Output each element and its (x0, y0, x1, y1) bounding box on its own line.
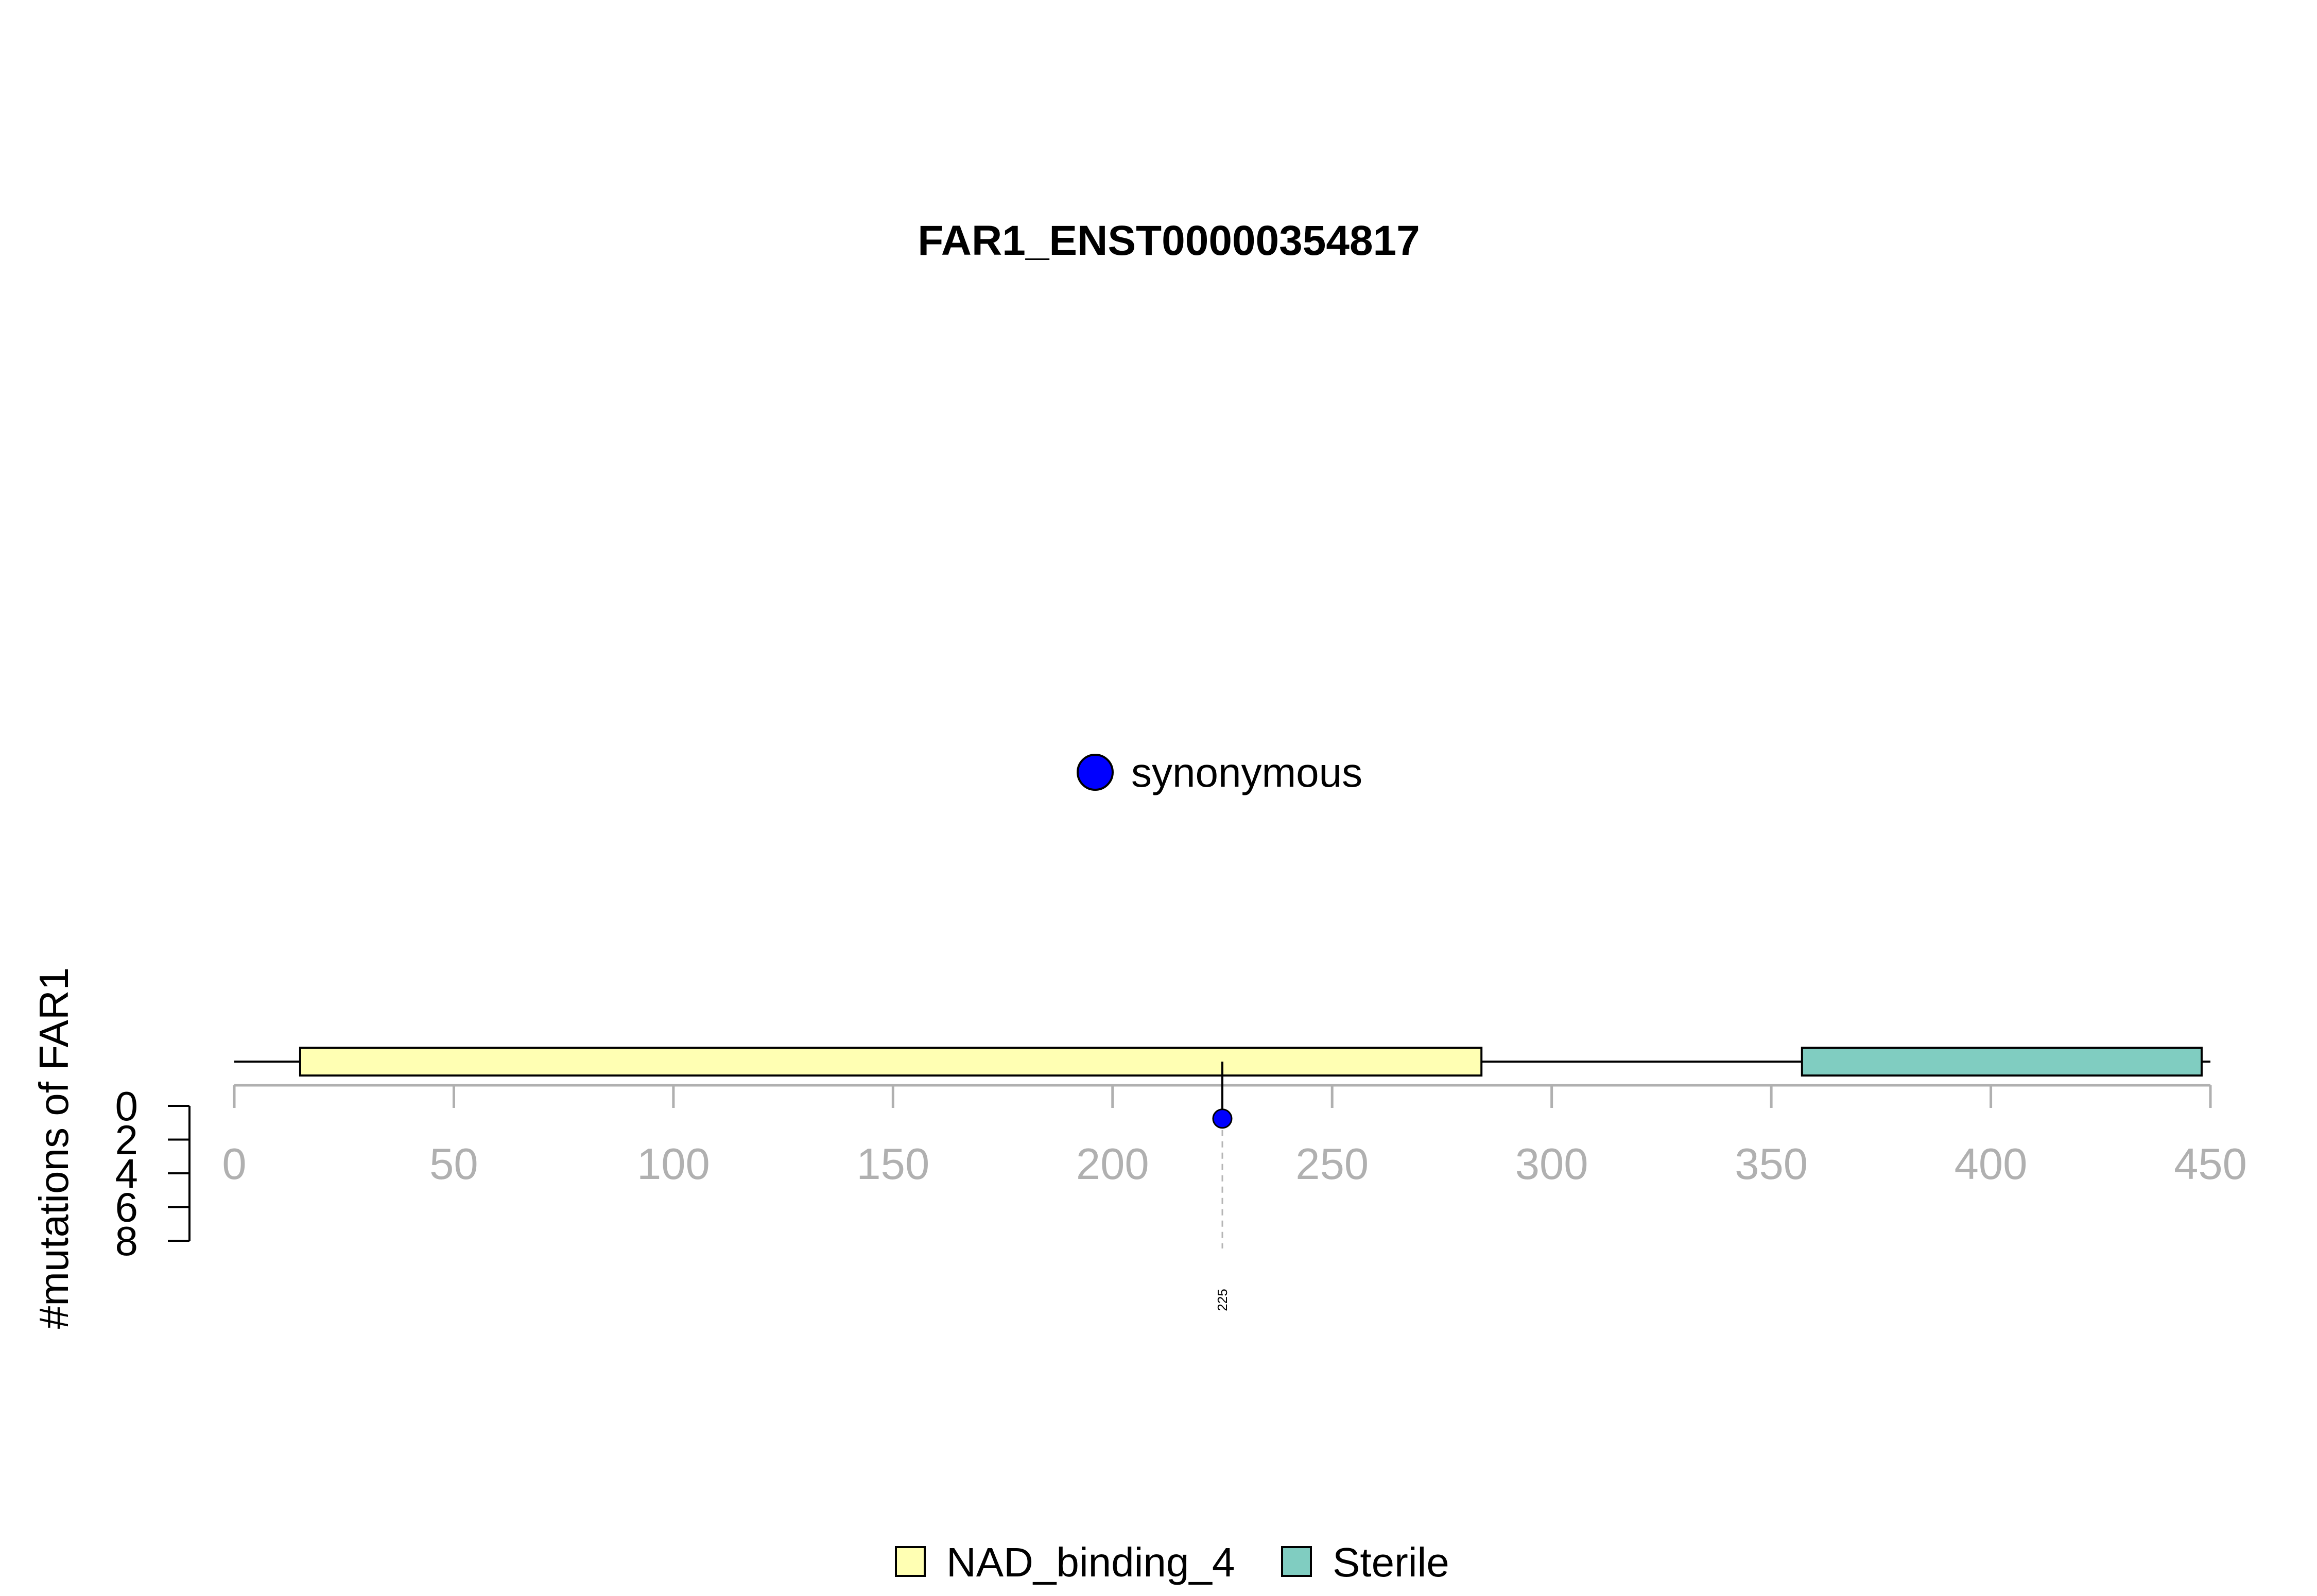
x-tick-label: 250 (1295, 1140, 1369, 1189)
mutation-position-label: 225 (1215, 1289, 1230, 1311)
y-tick-label: 2 (115, 1117, 139, 1163)
x-tick-label: 150 (856, 1140, 929, 1189)
domain-layer (299, 1047, 2203, 1077)
mutation-layer: 225 (1212, 1062, 1233, 1311)
domain-legend: NAD_binding_4 Sterile (895, 1539, 1449, 1585)
x-axis: 0 50 100 150 200 250 300 350 400 450 (222, 1084, 2247, 1189)
x-tick-label: 450 (2174, 1140, 2247, 1189)
x-tick-label: 300 (1515, 1140, 1588, 1189)
y-tick-label: 4 (115, 1151, 139, 1196)
x-tick-label: 50 (429, 1140, 478, 1189)
y-axis-label: #mutations of FAR1 (31, 967, 77, 1329)
x-tick-label: 400 (1955, 1140, 2028, 1189)
y-tick-label: 6 (115, 1185, 139, 1230)
domain-nad-binding-4 (299, 1047, 1483, 1077)
domain-legend-swatch-sterile (1281, 1546, 1312, 1577)
x-tick-label: 100 (637, 1140, 710, 1189)
mutation-point (1212, 1108, 1233, 1129)
domain-sterile (1801, 1047, 2203, 1077)
y-tick-label: 0 (115, 1083, 139, 1129)
x-tick-label: 0 (222, 1140, 246, 1189)
x-tick-label: 200 (1076, 1140, 1149, 1189)
legend-swatch-synonymous (1077, 754, 1114, 791)
chart-title: FAR1_ENST00000354817 (918, 217, 1420, 264)
domain-legend-swatch-nad-binding-4 (895, 1546, 926, 1577)
domain-legend-label-nad-binding-4: NAD_binding_4 (946, 1539, 1235, 1585)
mutation-legend: synonymous (1077, 750, 1362, 795)
domain-legend-label-sterile: Sterile (1333, 1539, 1449, 1585)
legend-label-synonymous: synonymous (1131, 750, 1362, 795)
x-tick-label: 350 (1735, 1140, 1808, 1189)
y-tick-label: 8 (115, 1218, 139, 1264)
